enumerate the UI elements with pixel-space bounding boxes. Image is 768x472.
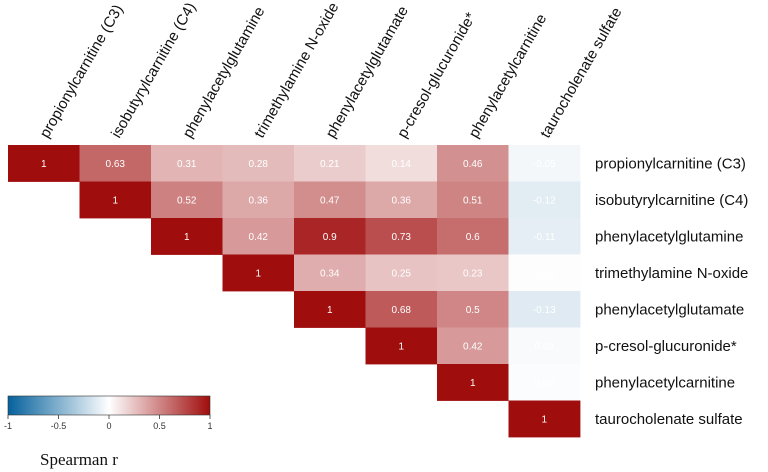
column-labels: propionylcarnitine (C3)isobutyrylcarniti… xyxy=(36,0,625,141)
heatmap-cell xyxy=(508,400,581,438)
heatmap-cell xyxy=(365,254,438,292)
heatmap-cell xyxy=(437,364,509,401)
column-label: phenylacetylglutamine xyxy=(179,4,268,141)
heatmap-cell xyxy=(222,254,295,292)
legend-title: Spearman r xyxy=(40,450,118,469)
row-label: propionylcarnitine (C3) xyxy=(595,155,746,172)
cell-value-label: 0.6 xyxy=(466,232,480,243)
heatmap-cell xyxy=(365,291,438,328)
cell-value-label: 0.73 xyxy=(392,232,412,243)
column-label: phenylacetylglutamate xyxy=(322,3,411,141)
cell-value-label: 0.03 xyxy=(535,341,555,352)
column-label: taurocholenate sulfate xyxy=(537,5,626,141)
cell-value-label: 0.31 xyxy=(177,159,197,170)
heatmap-cell xyxy=(437,218,509,255)
cell-value-label: 1 xyxy=(398,341,404,352)
column-label: p-cresol-glucuronide* xyxy=(394,10,480,141)
heatmap-cell xyxy=(365,218,438,255)
heatmap-cell xyxy=(294,181,366,219)
heatmap-cell xyxy=(294,218,366,255)
legend-colorbar xyxy=(7,395,211,416)
cell-value-label: 0.47 xyxy=(320,195,340,206)
cell-value-label: 0.14 xyxy=(392,159,412,170)
heatmap-cell xyxy=(508,145,581,182)
heatmap-cell xyxy=(222,218,295,255)
heatmap-cell xyxy=(365,327,438,365)
cell-value-label: 0.02 xyxy=(535,378,555,389)
cell-value-label: 0.63 xyxy=(106,159,126,170)
heatmap-cell xyxy=(365,145,438,182)
cell-value-label: 0.21 xyxy=(320,159,340,170)
column-label: propionylcarnitine (C3) xyxy=(36,2,126,141)
legend-tick-label: 0.5 xyxy=(153,421,166,431)
row-label: phenylacetylcarnitine xyxy=(595,374,735,391)
heatmap-cell xyxy=(151,218,223,255)
cell-value-label: 0.42 xyxy=(249,232,269,243)
heatmap-cell xyxy=(294,291,366,328)
heatmap-cell xyxy=(508,218,581,255)
cell-value-label: -0.11 xyxy=(533,232,555,243)
cell-value-label: -0.12 xyxy=(533,195,556,206)
row-label: isobutyrylcarnitine (C4) xyxy=(595,192,748,209)
cell-value-label: 0.42 xyxy=(463,341,483,352)
heatmap-cell xyxy=(222,181,295,219)
heatmap-cell xyxy=(294,254,366,292)
cell-value-label: 0.36 xyxy=(249,195,269,206)
heatmap-cell xyxy=(437,327,509,365)
heatmap-cell xyxy=(151,181,223,219)
heatmap-cell xyxy=(79,145,152,182)
cell-value-label: 0.52 xyxy=(177,195,197,206)
cell-value-label: 0.5 xyxy=(466,305,480,316)
heatmap-cell xyxy=(508,291,581,328)
cell-value-label: 1 xyxy=(541,414,547,425)
row-label: phenylacetylglutamate xyxy=(595,301,744,318)
cell-value-label: 0.46 xyxy=(463,159,483,170)
cell-value-label: 1 xyxy=(184,232,190,243)
legend-tick-label: 1 xyxy=(207,421,212,431)
cell-value-label: -0.05 xyxy=(533,159,556,170)
column-label: phenylacetylcarnitine xyxy=(465,11,550,141)
heatmap-cell xyxy=(437,145,509,182)
heatmap-cell xyxy=(151,145,223,182)
cell-value-label: 1 xyxy=(255,268,261,279)
legend-tick-label: -1 xyxy=(4,421,12,431)
legend-tick-label: 0 xyxy=(106,421,111,431)
cell-value-label: 1 xyxy=(41,159,47,170)
row-label: trimethylamine N-oxide xyxy=(595,265,748,282)
heatmap-cell xyxy=(222,145,295,182)
cell-value-label: 0.9 xyxy=(323,232,337,243)
legend-tick-label: -0.5 xyxy=(51,421,67,431)
row-label: taurocholenate sulfate xyxy=(595,411,743,428)
cell-value-label: 1 xyxy=(112,195,118,206)
legend-ticks: -1 -0.5 0 0.5 1 xyxy=(4,415,213,431)
cell-value-label: 0.51 xyxy=(463,195,483,206)
heatmap-cell xyxy=(294,145,366,182)
heatmap-cell xyxy=(8,145,80,182)
heatmap-cells: 1 0.63 0.31 0.28 0.21 0.14 0.46 -0.05 1 0.52 0.36 0… xyxy=(8,145,581,438)
cell-value-label: 1 xyxy=(327,305,333,316)
row-label: p-cresol-glucuronide* xyxy=(595,338,737,355)
cell-value-label: -0.13 xyxy=(533,305,556,316)
heatmap-cell xyxy=(437,291,509,328)
heatmap-cell xyxy=(437,181,509,219)
cell-value-label: 0.28 xyxy=(249,159,269,170)
cell-value-label: 0.68 xyxy=(392,305,412,316)
heatmap-cell xyxy=(508,181,581,219)
cell-value-label: 0.36 xyxy=(392,195,412,206)
cell-value-label: -0.01 xyxy=(533,268,556,279)
heatmap-cell xyxy=(508,327,581,365)
color-legend: -1 -0.5 0 0.5 1 Spearman r xyxy=(4,395,213,469)
cell-value-label: 0.25 xyxy=(392,268,412,279)
heatmap-cell xyxy=(365,181,438,219)
heatmap-cell xyxy=(508,364,581,401)
cell-value-label: 0.34 xyxy=(320,268,340,279)
heatmap-cell xyxy=(437,254,509,292)
cell-value-label: 1 xyxy=(470,378,476,389)
row-labels: propionylcarnitine (C3) isobutyrylcarniti… xyxy=(595,155,748,428)
row-label: phenylacetylglutamine xyxy=(595,228,743,245)
heatmap-cell xyxy=(508,254,581,292)
heatmap-cell xyxy=(79,181,152,219)
cell-value-label: 0.23 xyxy=(463,268,483,279)
